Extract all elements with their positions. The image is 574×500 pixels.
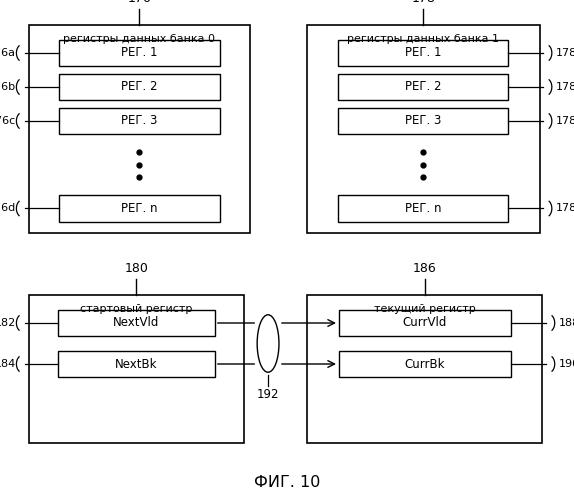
Text: РЕГ. n: РЕГ. n — [405, 202, 441, 215]
Bar — [29, 295, 244, 442]
Bar — [59, 40, 220, 66]
Text: 182: 182 — [0, 318, 16, 328]
Bar — [59, 108, 220, 134]
Bar — [339, 74, 508, 100]
Text: РЕГ. 3: РЕГ. 3 — [405, 114, 441, 128]
Ellipse shape — [257, 315, 279, 372]
Text: РЕГ. 1: РЕГ. 1 — [121, 46, 157, 60]
Bar — [58, 351, 215, 377]
Bar — [339, 196, 508, 222]
Text: 178b: 178b — [556, 82, 574, 92]
Text: стартовый регистр: стартовый регистр — [80, 304, 192, 314]
Bar — [59, 74, 220, 100]
Bar — [339, 108, 508, 134]
Text: 176c: 176c — [0, 116, 16, 126]
Bar — [307, 295, 542, 442]
Text: текущий регистр: текущий регистр — [374, 304, 476, 314]
Bar — [339, 310, 511, 336]
Text: NextBk: NextBk — [115, 358, 158, 370]
Text: 184: 184 — [0, 359, 16, 369]
Text: ФИГ. 10: ФИГ. 10 — [254, 475, 320, 490]
Text: 180: 180 — [125, 262, 148, 275]
Text: РЕГ. 2: РЕГ. 2 — [121, 80, 157, 94]
Text: 176b: 176b — [0, 82, 16, 92]
Bar — [29, 25, 250, 233]
Text: РЕГ. n: РЕГ. n — [121, 202, 157, 215]
Text: CurrVld: CurrVld — [402, 316, 447, 330]
Text: 178a: 178a — [556, 48, 574, 58]
Text: NextVld: NextVld — [113, 316, 160, 330]
Text: РЕГ. 2: РЕГ. 2 — [405, 80, 441, 94]
Text: 186: 186 — [413, 262, 437, 275]
Text: 176: 176 — [127, 0, 151, 5]
Text: 190: 190 — [559, 359, 574, 369]
Text: 192: 192 — [257, 388, 280, 401]
Bar — [339, 40, 508, 66]
Text: 178c: 178c — [556, 116, 574, 126]
Text: 188: 188 — [559, 318, 574, 328]
Text: 178: 178 — [412, 0, 435, 5]
Bar — [339, 351, 511, 377]
Bar — [307, 25, 540, 233]
Text: регистры данных банка 1: регистры данных банка 1 — [347, 34, 499, 44]
Bar — [58, 310, 215, 336]
Text: 176a: 176a — [0, 48, 16, 58]
Bar — [59, 196, 220, 222]
Text: регистры данных банка 0: регистры данных банка 0 — [63, 34, 215, 44]
Text: РЕГ. 3: РЕГ. 3 — [121, 114, 157, 128]
Text: РЕГ. 1: РЕГ. 1 — [405, 46, 441, 60]
Text: 178d: 178d — [556, 204, 574, 214]
Text: 176d: 176d — [0, 204, 16, 214]
Text: CurrBk: CurrBk — [405, 358, 445, 370]
